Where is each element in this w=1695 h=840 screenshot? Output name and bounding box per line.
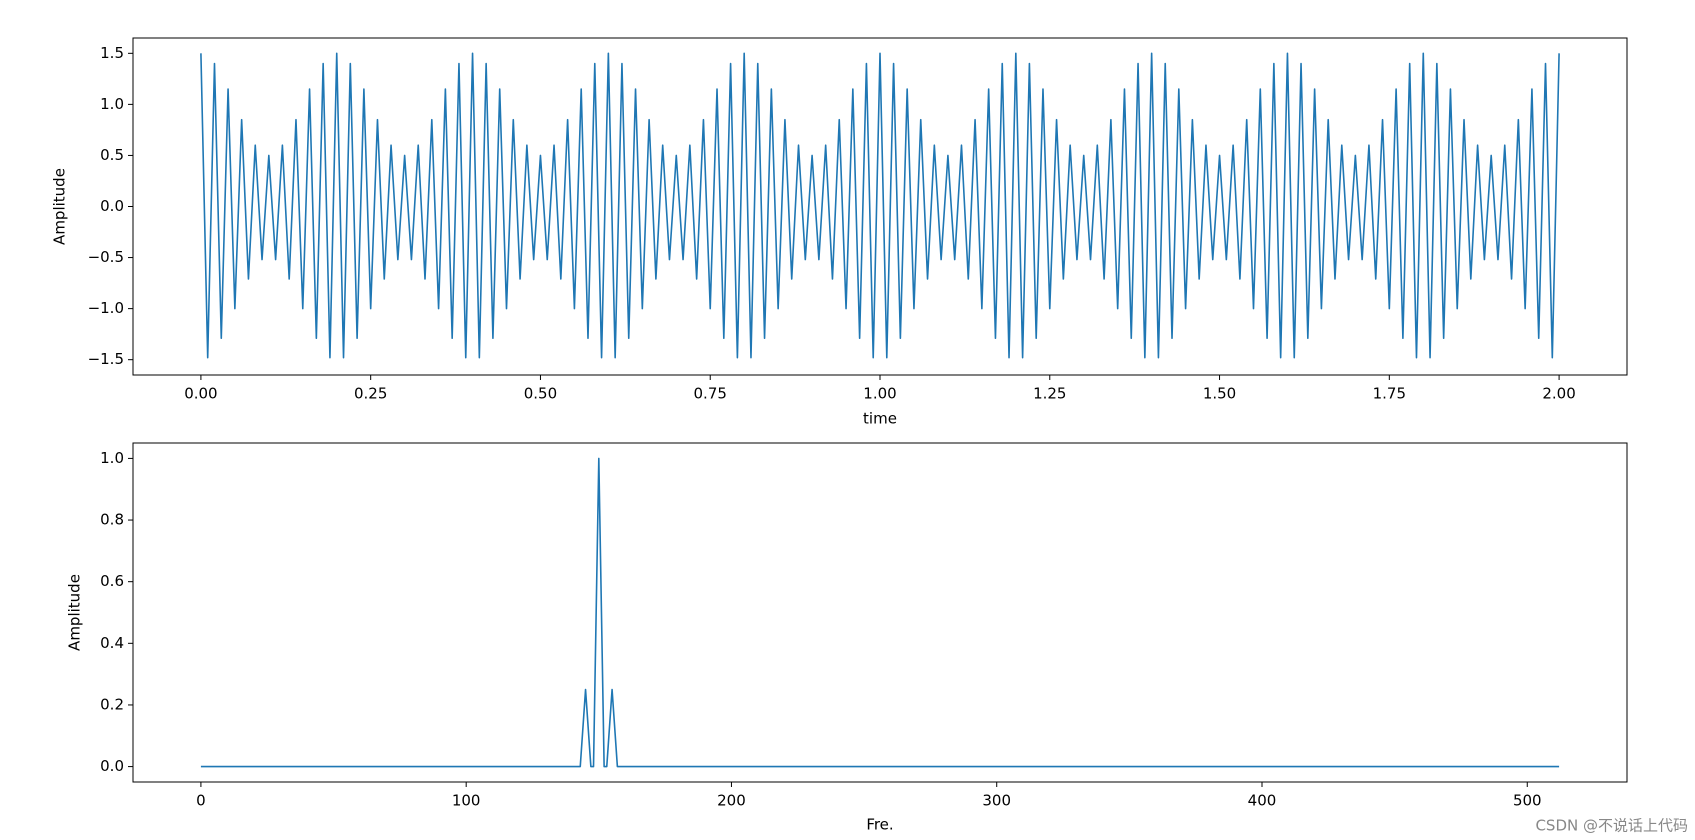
- x-tick-label: 200: [717, 792, 746, 810]
- x-tick-label: 0.25: [354, 385, 387, 403]
- x-tick-label: 0: [196, 792, 206, 810]
- signal-line: [200, 52, 1560, 359]
- x-tick-label: 0.00: [184, 385, 217, 403]
- y-axis-label: Amplitude: [51, 168, 69, 245]
- y-tick-label: 0.0: [100, 757, 124, 775]
- y-tick-label: −1.0: [88, 299, 124, 317]
- y-tick-label: 1.0: [100, 449, 124, 467]
- x-tick-label: 300: [982, 792, 1011, 810]
- x-tick-label: 1.50: [1203, 385, 1236, 403]
- y-tick-label: 0.5: [100, 146, 124, 164]
- x-tick-label: 400: [1248, 792, 1277, 810]
- x-tick-label: 0.75: [694, 385, 727, 403]
- y-tick-label: 0.2: [100, 695, 124, 713]
- x-axis-label: Fre.: [866, 816, 893, 834]
- x-axis-label: time: [863, 410, 897, 428]
- y-tick-label: 0.8: [100, 511, 124, 529]
- y-axis-label: Amplitude: [66, 574, 84, 651]
- y-tick-label: 1.0: [100, 95, 124, 113]
- x-tick-label: 100: [452, 792, 481, 810]
- y-tick-label: 0.0: [100, 197, 124, 215]
- y-tick-label: −0.5: [88, 248, 124, 266]
- signal-line: [200, 457, 1560, 768]
- y-tick-label: 0.4: [100, 634, 124, 652]
- x-tick-label: 1.25: [1033, 385, 1066, 403]
- x-tick-label: 1.00: [863, 385, 896, 403]
- y-tick-label: 0.6: [100, 572, 124, 590]
- x-tick-label: 1.75: [1373, 385, 1406, 403]
- x-tick-label: 0.50: [524, 385, 557, 403]
- y-tick-label: −1.5: [88, 350, 124, 368]
- watermark: CSDN @不说话上代码: [1535, 817, 1688, 835]
- axes-frame: [132, 442, 1628, 783]
- y-tick-label: 1.5: [100, 44, 124, 62]
- x-tick-label: 500: [1513, 792, 1542, 810]
- x-tick-label: 2.00: [1542, 385, 1575, 403]
